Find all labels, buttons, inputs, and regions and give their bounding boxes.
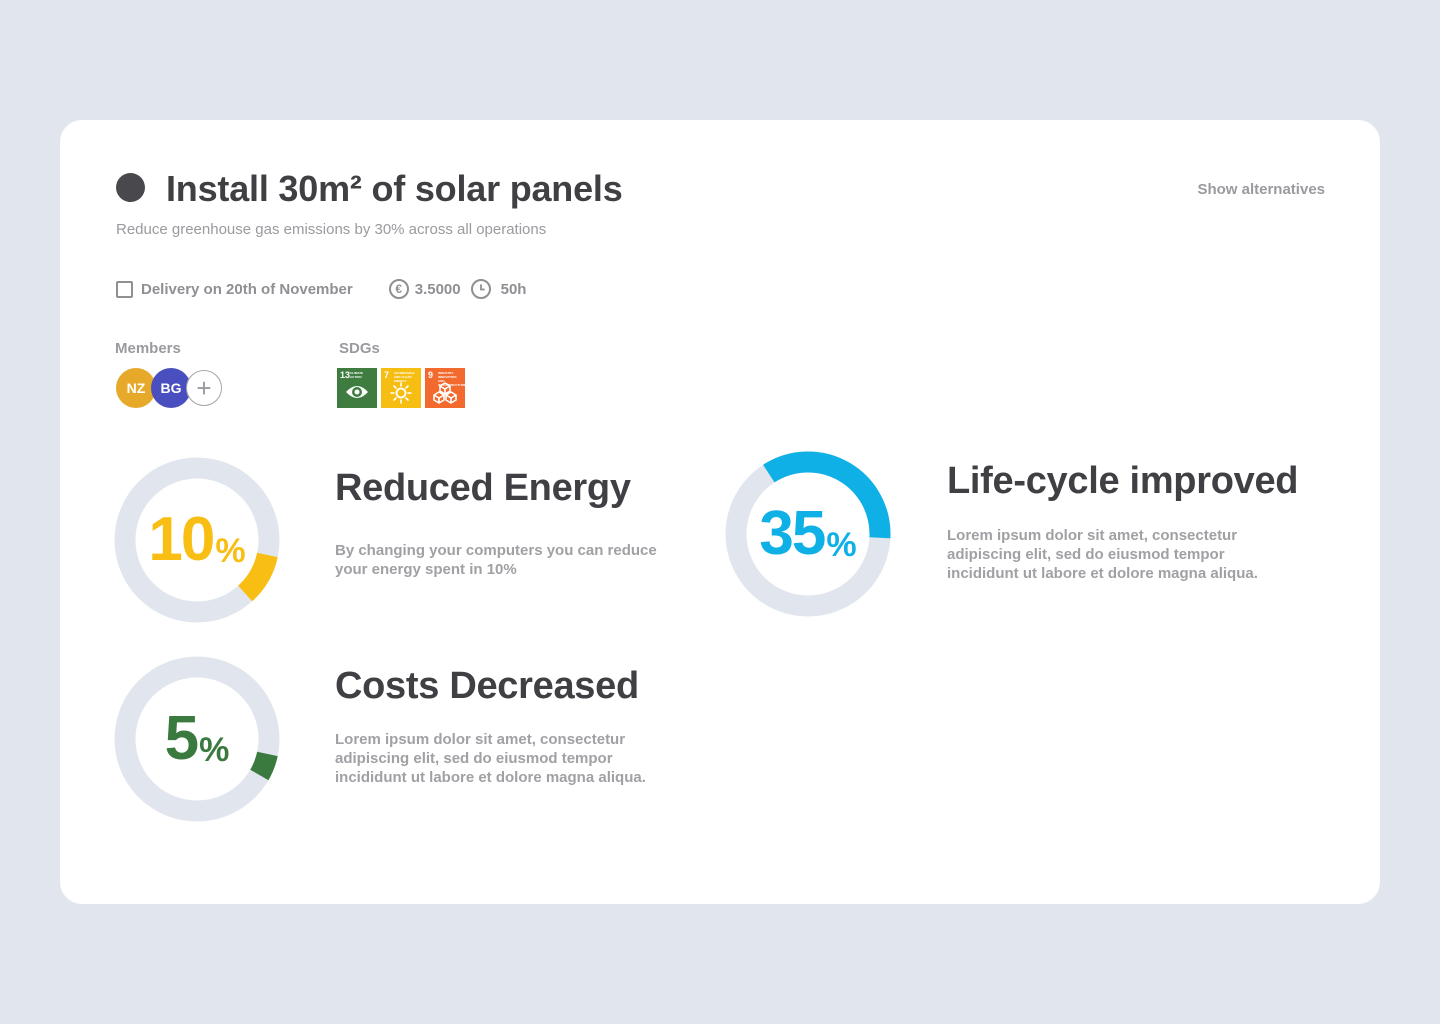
- eye-earth-icon: [346, 386, 368, 398]
- donut-value-number: 5: [164, 704, 200, 773]
- description-line: incididunt ut labore et dolore magna ali…: [947, 565, 1258, 582]
- life-cycle-donut: 35 %: [725, 451, 891, 617]
- description-line: Lorem ipsum dolor sit amet, consectetur: [335, 731, 626, 748]
- sdg-number: 9: [428, 370, 434, 380]
- donut-value-unit: %: [199, 731, 230, 769]
- task-title: Install 30m² of solar panels: [166, 168, 623, 209]
- avatar[interactable]: BG: [151, 368, 191, 408]
- life-cycle-title: Life-cycle improved: [947, 460, 1299, 502]
- sdgs-label: SDGs: [339, 340, 380, 357]
- status-dot: [116, 173, 145, 202]
- donut-chart: [725, 451, 891, 617]
- delivery-label: Delivery on 20th of November: [141, 280, 353, 298]
- sun-power-icon: [390, 382, 412, 404]
- cost-value: 3.5000: [414, 280, 461, 298]
- sdg-text: INDUSTRY, INNOVATION AND INFRASTRUCTURE: [438, 371, 466, 387]
- delivery-item: Delivery on 20th of November: [116, 280, 353, 298]
- costs-decreased-title: Costs Decreased: [335, 665, 639, 707]
- cost-item: € 3.5000: [388, 279, 461, 299]
- sdg-9-tile[interactable]: 9 INDUSTRY, INNOVATION AND INFRASTRUCTUR…: [425, 368, 466, 408]
- donut-value-unit: %: [215, 532, 246, 570]
- sdg-number: 7: [384, 370, 390, 380]
- description-line: Lorem ipsum dolor sit amet, consectetur: [947, 527, 1238, 544]
- donut-value-unit: %: [826, 526, 857, 564]
- reduced-energy-donut: 10 %: [114, 457, 280, 623]
- time-item: 50h: [470, 279, 527, 299]
- task-meta: Delivery on 20th of November € 3.5000 50…: [116, 278, 526, 300]
- clock-icon: [470, 279, 491, 299]
- donut-track: [114, 656, 280, 822]
- donut-value: 35 %: [725, 451, 891, 617]
- donut-value: 5 %: [114, 656, 280, 822]
- add-member-button[interactable]: +: [186, 370, 222, 406]
- description-line: adipiscing elit, sed do eiusmod tempor: [947, 546, 1225, 563]
- costs-decreased-donut: 5 %: [114, 656, 280, 822]
- task-subtitle: Reduce greenhouse gas emissions by 30% a…: [116, 221, 547, 238]
- donut-value-number: 10: [148, 505, 215, 574]
- euro-icon: €: [388, 279, 409, 299]
- donut-progress-arc: [763, 451, 891, 539]
- delivery-checkbox[interactable]: [116, 281, 133, 298]
- donut-value-number: 35: [759, 499, 826, 568]
- costs-decreased-description: Lorem ipsum dolor sit amet, consectetur …: [335, 730, 646, 787]
- donut-progress-arc: [250, 751, 278, 781]
- description-line: adipiscing elit, sed do eiusmod tempor: [335, 750, 613, 767]
- sdg-number: 13: [340, 370, 351, 380]
- members-label: Members: [115, 340, 181, 357]
- description-line: incididunt ut labore et dolore magna ali…: [335, 769, 646, 786]
- reduced-energy-title: Reduced Energy: [335, 467, 631, 509]
- donut-progress-arc: [237, 552, 278, 602]
- avatar[interactable]: NZ: [116, 368, 156, 408]
- reduced-energy-description: By changing your computers you can reduc…: [335, 541, 657, 579]
- sdg-list: 13 CLIMATE ACTION 7 AFFORDABLE AND CLEAN…: [337, 368, 466, 408]
- donut-chart: [114, 656, 280, 822]
- sdg-7-tile[interactable]: 7 AFFORDABLE AND CLEAN ENERGY: [381, 368, 421, 408]
- donut-value: 10 %: [114, 457, 280, 623]
- sdg-text: AFFORDABLE AND CLEAN ENERGY: [394, 371, 415, 383]
- show-alternatives-button[interactable]: Show alternatives: [1197, 181, 1325, 198]
- life-cycle-description: Lorem ipsum dolor sit amet, consectetur …: [947, 526, 1258, 583]
- sdg-text: CLIMATE ACTION: [350, 371, 364, 379]
- task-card: Install 30m² of solar panels Show altern…: [60, 120, 1380, 904]
- donut-track: [114, 457, 280, 623]
- description-line: By changing your computers you can reduc…: [335, 542, 657, 559]
- sdg-13-tile[interactable]: 13 CLIMATE ACTION: [337, 368, 377, 408]
- description-line: your energy spent in 10%: [335, 561, 517, 578]
- time-value: 50h: [500, 280, 527, 298]
- cubes-icon: [433, 382, 457, 404]
- donut-chart: [114, 457, 280, 623]
